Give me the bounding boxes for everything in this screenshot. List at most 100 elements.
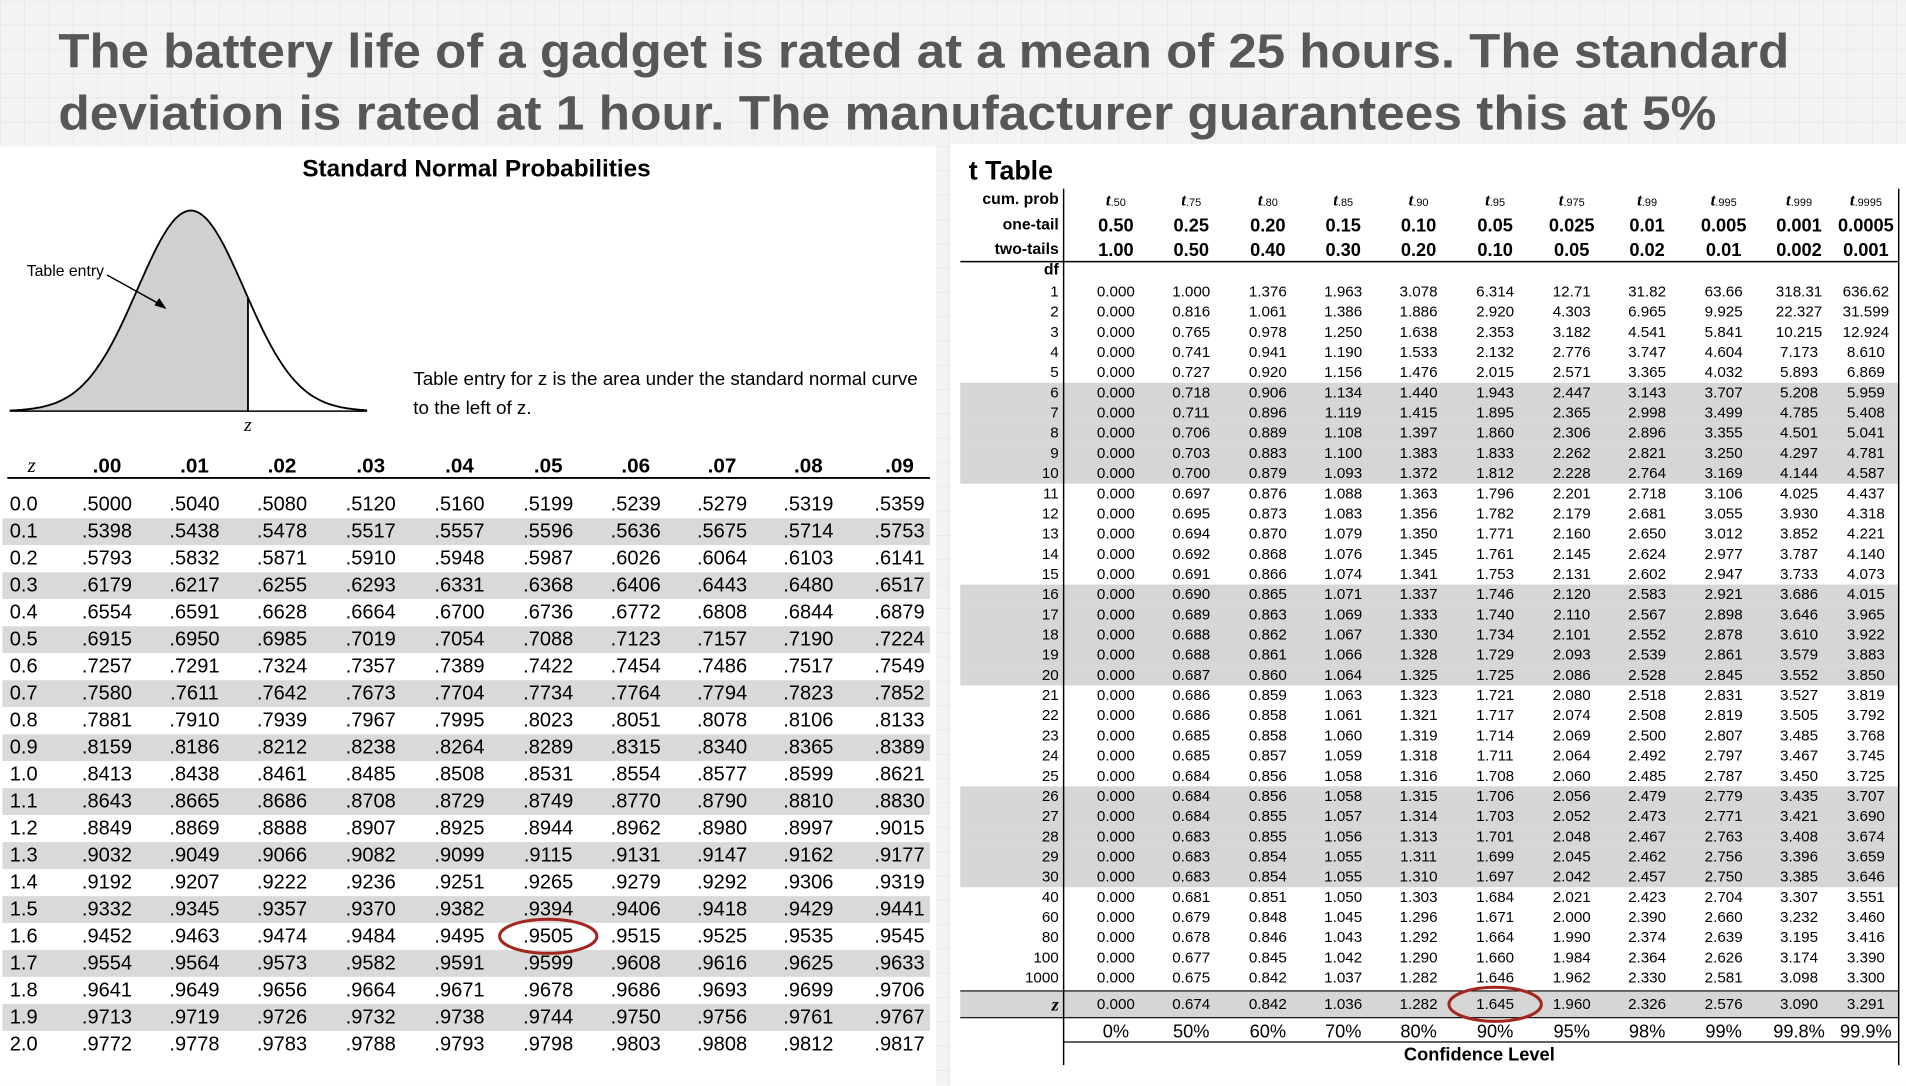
z-cell: 2.576	[1705, 996, 1743, 1013]
two-tails-value: 0.40	[1250, 239, 1285, 260]
cell: 3.551	[1847, 889, 1885, 906]
cell: 0.000	[1097, 808, 1135, 825]
cell: .5675	[697, 521, 747, 543]
cell: 0.879	[1249, 465, 1287, 482]
cell: 2.473	[1628, 808, 1666, 825]
two-tails-value: 0.001	[1843, 239, 1889, 260]
cell: .5832	[169, 548, 219, 570]
cell: 4.318	[1847, 505, 1885, 522]
cell: 1.638	[1400, 324, 1438, 341]
row-shade	[2, 680, 930, 707]
cell: 5.208	[1780, 384, 1818, 401]
cell: .9599	[523, 952, 573, 974]
symbol: t	[1850, 190, 1856, 209]
cell: .9664	[346, 979, 396, 1001]
cell: 1.684	[1476, 889, 1514, 906]
cell: .7734	[523, 683, 573, 705]
two-tails-value: 0.02	[1629, 239, 1664, 260]
cell: 1.323	[1400, 687, 1438, 704]
cell: 1.740	[1476, 606, 1514, 623]
confidence-value: 60%	[1250, 1021, 1286, 1042]
cell: .5987	[523, 548, 573, 570]
cell: 1.250	[1324, 324, 1362, 341]
cell: 1.055	[1324, 869, 1362, 886]
confidence-value: 95%	[1553, 1021, 1589, 1042]
cell: 3.485	[1780, 727, 1818, 744]
cell: .6255	[257, 575, 307, 597]
cell: .8508	[434, 764, 484, 786]
figure-axis-label: z	[243, 415, 252, 436]
row-shade	[2, 950, 930, 977]
cell: 0.000	[1097, 546, 1135, 563]
cell: 1.064	[1324, 667, 1362, 684]
cell: 1.088	[1324, 485, 1362, 502]
two-tails-value: 1.00	[1098, 239, 1133, 260]
cell: 1.476	[1400, 364, 1438, 381]
row-shade	[960, 990, 1899, 1018]
row-shade	[2, 896, 930, 923]
df-label: 60	[1042, 909, 1059, 926]
cell: 0.000	[1097, 727, 1135, 744]
cell: 2.485	[1628, 768, 1666, 785]
cell: .8212	[257, 737, 307, 759]
row-shade	[960, 806, 1899, 827]
cell: 1.886	[1400, 304, 1438, 321]
cell: 0.000	[1097, 647, 1135, 664]
cell: 0.000	[1097, 768, 1135, 785]
cell: .7967	[346, 710, 396, 732]
cell: 4.501	[1780, 425, 1818, 442]
cell: 2.831	[1705, 687, 1743, 704]
cell: .6700	[434, 602, 484, 624]
cell: .7357	[346, 656, 396, 678]
cell: 0.690	[1172, 586, 1210, 603]
cell: 1.753	[1476, 566, 1514, 583]
row-label: 0.5	[10, 629, 38, 651]
df-label: 26	[1042, 788, 1059, 805]
subscript: .975	[1563, 197, 1584, 209]
cell: .7794	[697, 683, 747, 705]
cell: .5160	[434, 494, 484, 516]
cell: .7642	[257, 683, 307, 705]
cell: .8962	[611, 818, 661, 840]
z-cell: 2.326	[1628, 996, 1666, 1013]
cell: 0.859	[1249, 687, 1287, 704]
column-header: .08	[794, 454, 823, 477]
cell: .9162	[783, 845, 833, 867]
cum-prob-header: t.75	[1181, 190, 1201, 209]
cell: 1.108	[1324, 425, 1362, 442]
cell: .8869	[169, 818, 219, 840]
cell: 2.624	[1628, 546, 1666, 563]
cell: 2.763	[1705, 828, 1743, 845]
cell: 1.943	[1476, 384, 1514, 401]
df-label: 21	[1042, 687, 1059, 704]
cell: .5557	[434, 521, 484, 543]
cell: 0.677	[1172, 949, 1210, 966]
two-tails-value: 0.002	[1776, 239, 1822, 260]
cell: 0.688	[1172, 647, 1210, 664]
cell: 0.860	[1249, 667, 1287, 684]
cell: 3.850	[1847, 667, 1885, 684]
cell: 2.650	[1628, 526, 1666, 543]
cell: 0.711	[1173, 405, 1210, 422]
cell: .9066	[257, 845, 307, 867]
cell: .8485	[346, 764, 396, 786]
cell: 0.000	[1097, 929, 1135, 946]
cell: .9265	[523, 872, 573, 894]
df-label: 1000	[1025, 970, 1059, 987]
cell: 0.857	[1249, 748, 1287, 765]
cell: 1.729	[1476, 647, 1514, 664]
cell: 0.000	[1097, 748, 1135, 765]
df-label: 5	[1050, 364, 1058, 381]
cell: .8790	[697, 791, 747, 813]
cell: 0.681	[1172, 889, 1210, 906]
cell: 0.694	[1172, 526, 1210, 543]
cell: 2.756	[1705, 848, 1743, 865]
cell: .6217	[169, 575, 219, 597]
df-label: 25	[1042, 768, 1059, 785]
cell: 3.690	[1847, 808, 1885, 825]
cell: .8888	[257, 818, 307, 840]
cell: .6406	[611, 575, 661, 597]
cell: 0.941	[1249, 344, 1287, 361]
cell: 10.215	[1776, 324, 1822, 341]
cell: 3.385	[1780, 869, 1818, 886]
